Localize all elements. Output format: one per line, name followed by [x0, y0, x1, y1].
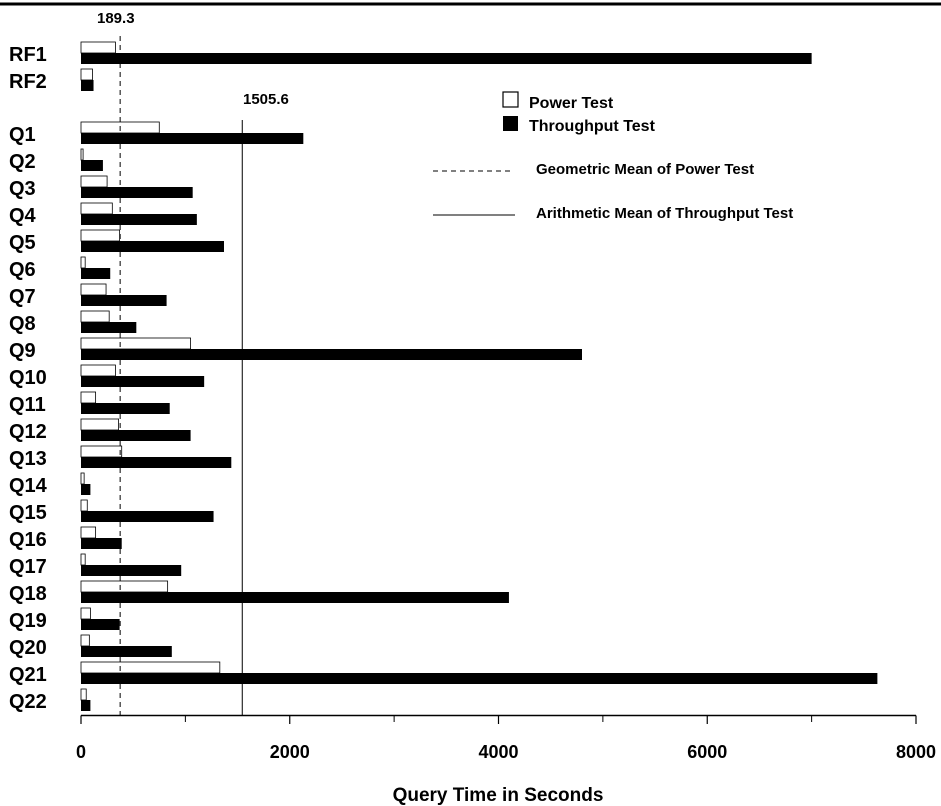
power-test-bar-rf2	[80, 68, 93, 81]
bars-layer	[80, 41, 878, 711]
power-test-bar-q21	[80, 661, 221, 674]
throughput-test-bar-q8	[81, 322, 137, 333]
power-test-bar-q19	[80, 607, 91, 620]
throughput-test-bar-q13	[81, 457, 232, 468]
throughput-test-bar-q3	[81, 187, 193, 198]
category-label-q15: Q15	[9, 502, 47, 524]
power-test-bar-q9	[80, 337, 191, 350]
category-label-q2: Q2	[9, 151, 36, 173]
throughput-test-bar-rf1	[81, 53, 812, 64]
legend-label-throughput-test: Throughput Test	[529, 118, 656, 135]
category-label-q20: Q20	[9, 637, 47, 659]
power-test-bar-q13	[80, 445, 123, 458]
category-label-q7: Q7	[9, 286, 36, 308]
power-test-bar-q6	[80, 256, 86, 269]
x-tick-label: 6000	[687, 742, 727, 762]
throughput-test-bar-q15	[81, 511, 214, 522]
throughput-test-bar-q4	[81, 214, 197, 225]
power-test-bar-q12	[80, 418, 119, 431]
throughput-test-bar-q9	[81, 349, 582, 360]
category-label-q1: Q1	[9, 124, 36, 146]
power-test-bar-q2	[80, 148, 84, 161]
throughput-test-bar-q7	[81, 295, 167, 306]
power-test-bar-q17	[80, 553, 86, 566]
power-test-bar-q4	[80, 202, 113, 215]
throughput-test-bar-q12	[81, 430, 191, 441]
reference-lines: 189.3 1505.6	[97, 10, 289, 715]
category-labels: RF1 RF2 Q1 Q2 Q3 Q4 Q5 Q6 Q7 Q8 Q9 Q10 Q11 Q12 Q13 Q14 Q…	[9, 44, 48, 713]
power-test-bar-q11	[80, 391, 97, 404]
x-axis-ticks: 0 2000 4000 6000 8000	[76, 715, 936, 762]
x-tick-label: 0	[76, 742, 86, 762]
power-test-bar-q18	[80, 580, 169, 593]
category-label-q13: Q13	[9, 448, 47, 470]
throughput-test-bar-q6	[81, 268, 111, 279]
category-label-rf2: RF2	[9, 71, 47, 93]
throughput-test-bar-q1	[81, 133, 304, 144]
throughput-test-bar-q14	[81, 484, 91, 495]
legend: Power Test Throughput Test Geometric Mea…	[433, 91, 793, 222]
category-label-q12: Q12	[9, 421, 47, 443]
category-label-q16: Q16	[9, 529, 47, 551]
power-test-bar-q8	[80, 310, 110, 323]
legend-label-geometric-mean: Geometric Mean of Power Test	[536, 161, 754, 178]
throughput-test-bar-q17	[81, 565, 182, 576]
category-label-q19: Q19	[9, 610, 47, 632]
x-tick-label: 2000	[270, 742, 310, 762]
category-label-q5: Q5	[9, 232, 36, 254]
power-test-bar-q20	[80, 634, 90, 647]
category-label-q11: Q11	[9, 394, 46, 416]
category-label-q3: Q3	[9, 178, 36, 200]
throughput-test-bar-q11	[81, 403, 170, 414]
power-test-bar-q22	[80, 688, 87, 701]
power-test-bar-q7	[80, 283, 107, 296]
throughput-test-bar-q19	[81, 619, 120, 630]
throughput-test-bar-q21	[81, 673, 878, 684]
category-label-q14: Q14	[9, 475, 48, 497]
throughput-test-bar-q20	[81, 646, 172, 657]
arithmetic-mean-value-label: 1505.6	[243, 91, 289, 108]
x-tick-label: 8000	[896, 742, 936, 762]
throughput-test-bar-q5	[81, 241, 224, 252]
power-test-bar-q3	[80, 175, 108, 188]
category-label-q18: Q18	[9, 583, 47, 605]
category-label-rf1: RF1	[9, 44, 47, 66]
category-label-q6: Q6	[9, 259, 36, 281]
category-label-q17: Q17	[9, 556, 47, 578]
category-label-q22: Q22	[9, 691, 47, 713]
x-axis-title: Query Time in Seconds	[393, 785, 604, 806]
throughput-test-bar-q22	[81, 700, 91, 711]
throughput-test-bar-q10	[81, 376, 205, 387]
throughput-test-bar-q2	[81, 160, 103, 171]
category-label-q4: Q4	[9, 205, 37, 227]
power-test-bar-q15	[80, 499, 88, 512]
power-test-bar-q5	[80, 229, 121, 242]
power-test-bar-rf1	[80, 41, 116, 54]
throughput-test-bar-rf2	[81, 80, 94, 91]
category-label-q8: Q8	[9, 313, 36, 335]
throughput-test-bar-q16	[81, 538, 122, 549]
power-test-bar-q16	[80, 526, 97, 539]
x-tick-label: 4000	[478, 742, 518, 762]
category-label-q10: Q10	[9, 367, 47, 389]
legend-swatch-power-test	[502, 91, 519, 108]
category-label-q9: Q9	[9, 340, 36, 362]
geometric-mean-value-label: 189.3	[97, 10, 135, 27]
throughput-test-bar-q18	[81, 592, 509, 603]
power-test-bar-q14	[80, 472, 85, 485]
legend-label-arithmetic-mean: Arithmetic Mean of Throughput Test	[536, 205, 793, 222]
power-test-bar-q10	[80, 364, 116, 377]
legend-label-power-test: Power Test	[529, 95, 614, 112]
legend-swatch-throughput-test	[503, 116, 518, 131]
category-label-q21: Q21	[9, 664, 47, 686]
